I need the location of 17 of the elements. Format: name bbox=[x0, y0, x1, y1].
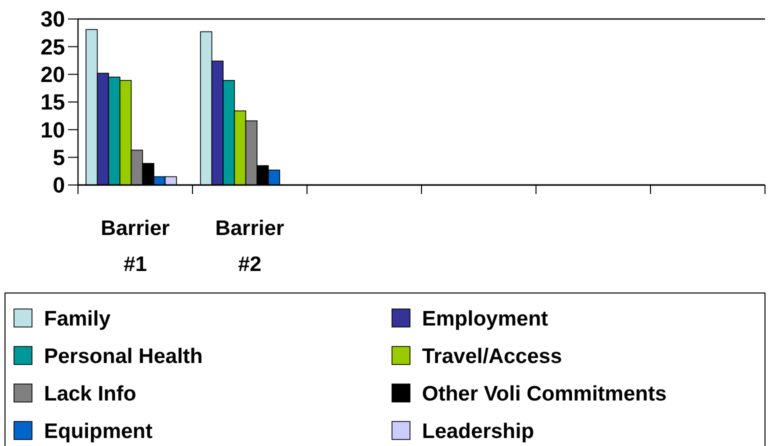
legend-label: Equipment bbox=[44, 420, 153, 443]
legend-label: Travel/Access bbox=[422, 344, 562, 368]
legend-label: Leadership bbox=[422, 420, 534, 443]
y-tick-label: 30 bbox=[40, 6, 65, 32]
x-tick-label: Barrier #2 bbox=[215, 217, 284, 276]
y-tick-label: 5 bbox=[52, 145, 65, 170]
y-tick-label: 15 bbox=[40, 90, 65, 115]
legend-label: Other Voli Commitments bbox=[422, 382, 667, 406]
legend-label: Family bbox=[44, 307, 111, 330]
y-tick-label: 25 bbox=[40, 34, 65, 60]
y-tick-label: 0 bbox=[52, 172, 65, 198]
y-tick-label: 20 bbox=[40, 62, 65, 88]
legend-label: Personal Health bbox=[44, 344, 203, 368]
legend-label: Lack Info bbox=[44, 382, 136, 406]
y-tick-label: 10 bbox=[40, 117, 65, 142]
x-tick-label: Barrier #1 bbox=[100, 217, 170, 276]
legend-label: Employment bbox=[422, 307, 548, 330]
